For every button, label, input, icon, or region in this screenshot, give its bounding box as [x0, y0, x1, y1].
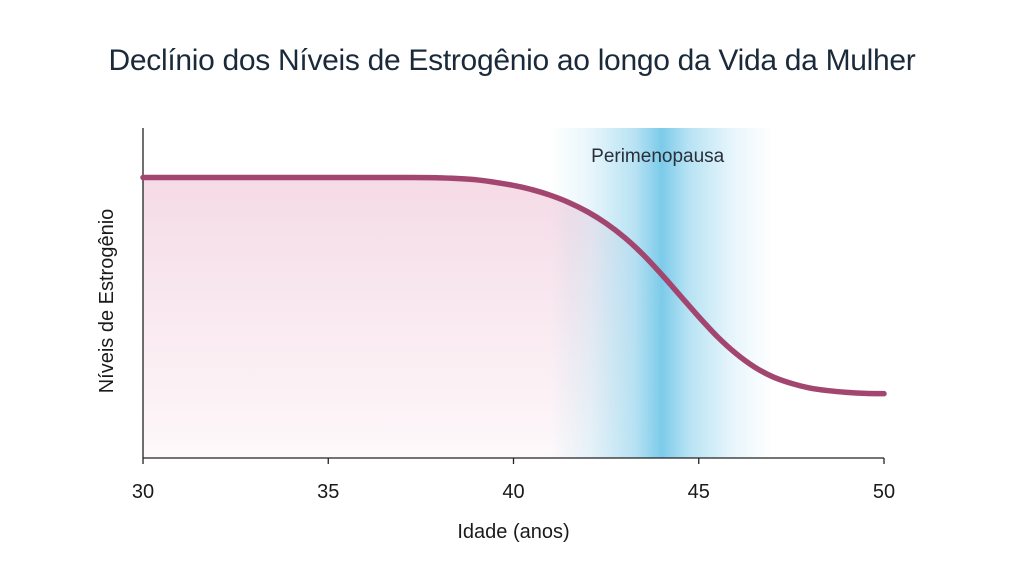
x-tick-label: 45 — [688, 481, 710, 503]
y-axis-label: Níveis de Estrogênio — [96, 209, 118, 394]
series-line-layer — [140, 174, 887, 397]
x-tick-label: 30 — [132, 481, 154, 503]
x-tick-label: 40 — [502, 481, 524, 503]
text-layer: Perimenopausa Idade (anos) Níveis de Est… — [96, 146, 725, 543]
x-tick-label: 35 — [317, 481, 339, 503]
perimenopause-band-layer — [550, 128, 773, 458]
x-axis-label: Idade (anos) — [457, 521, 569, 543]
axes-layer: 30 35 40 45 50 — [132, 128, 895, 503]
perimenopause-label: Perimenopausa — [591, 146, 725, 167]
x-tick-label: 50 — [873, 481, 895, 503]
perimenopause-band — [550, 128, 773, 458]
estrogen-series-line — [140, 174, 887, 397]
chart-title: Declínio dos Níveis de Estrogênio ao lon… — [108, 44, 916, 77]
